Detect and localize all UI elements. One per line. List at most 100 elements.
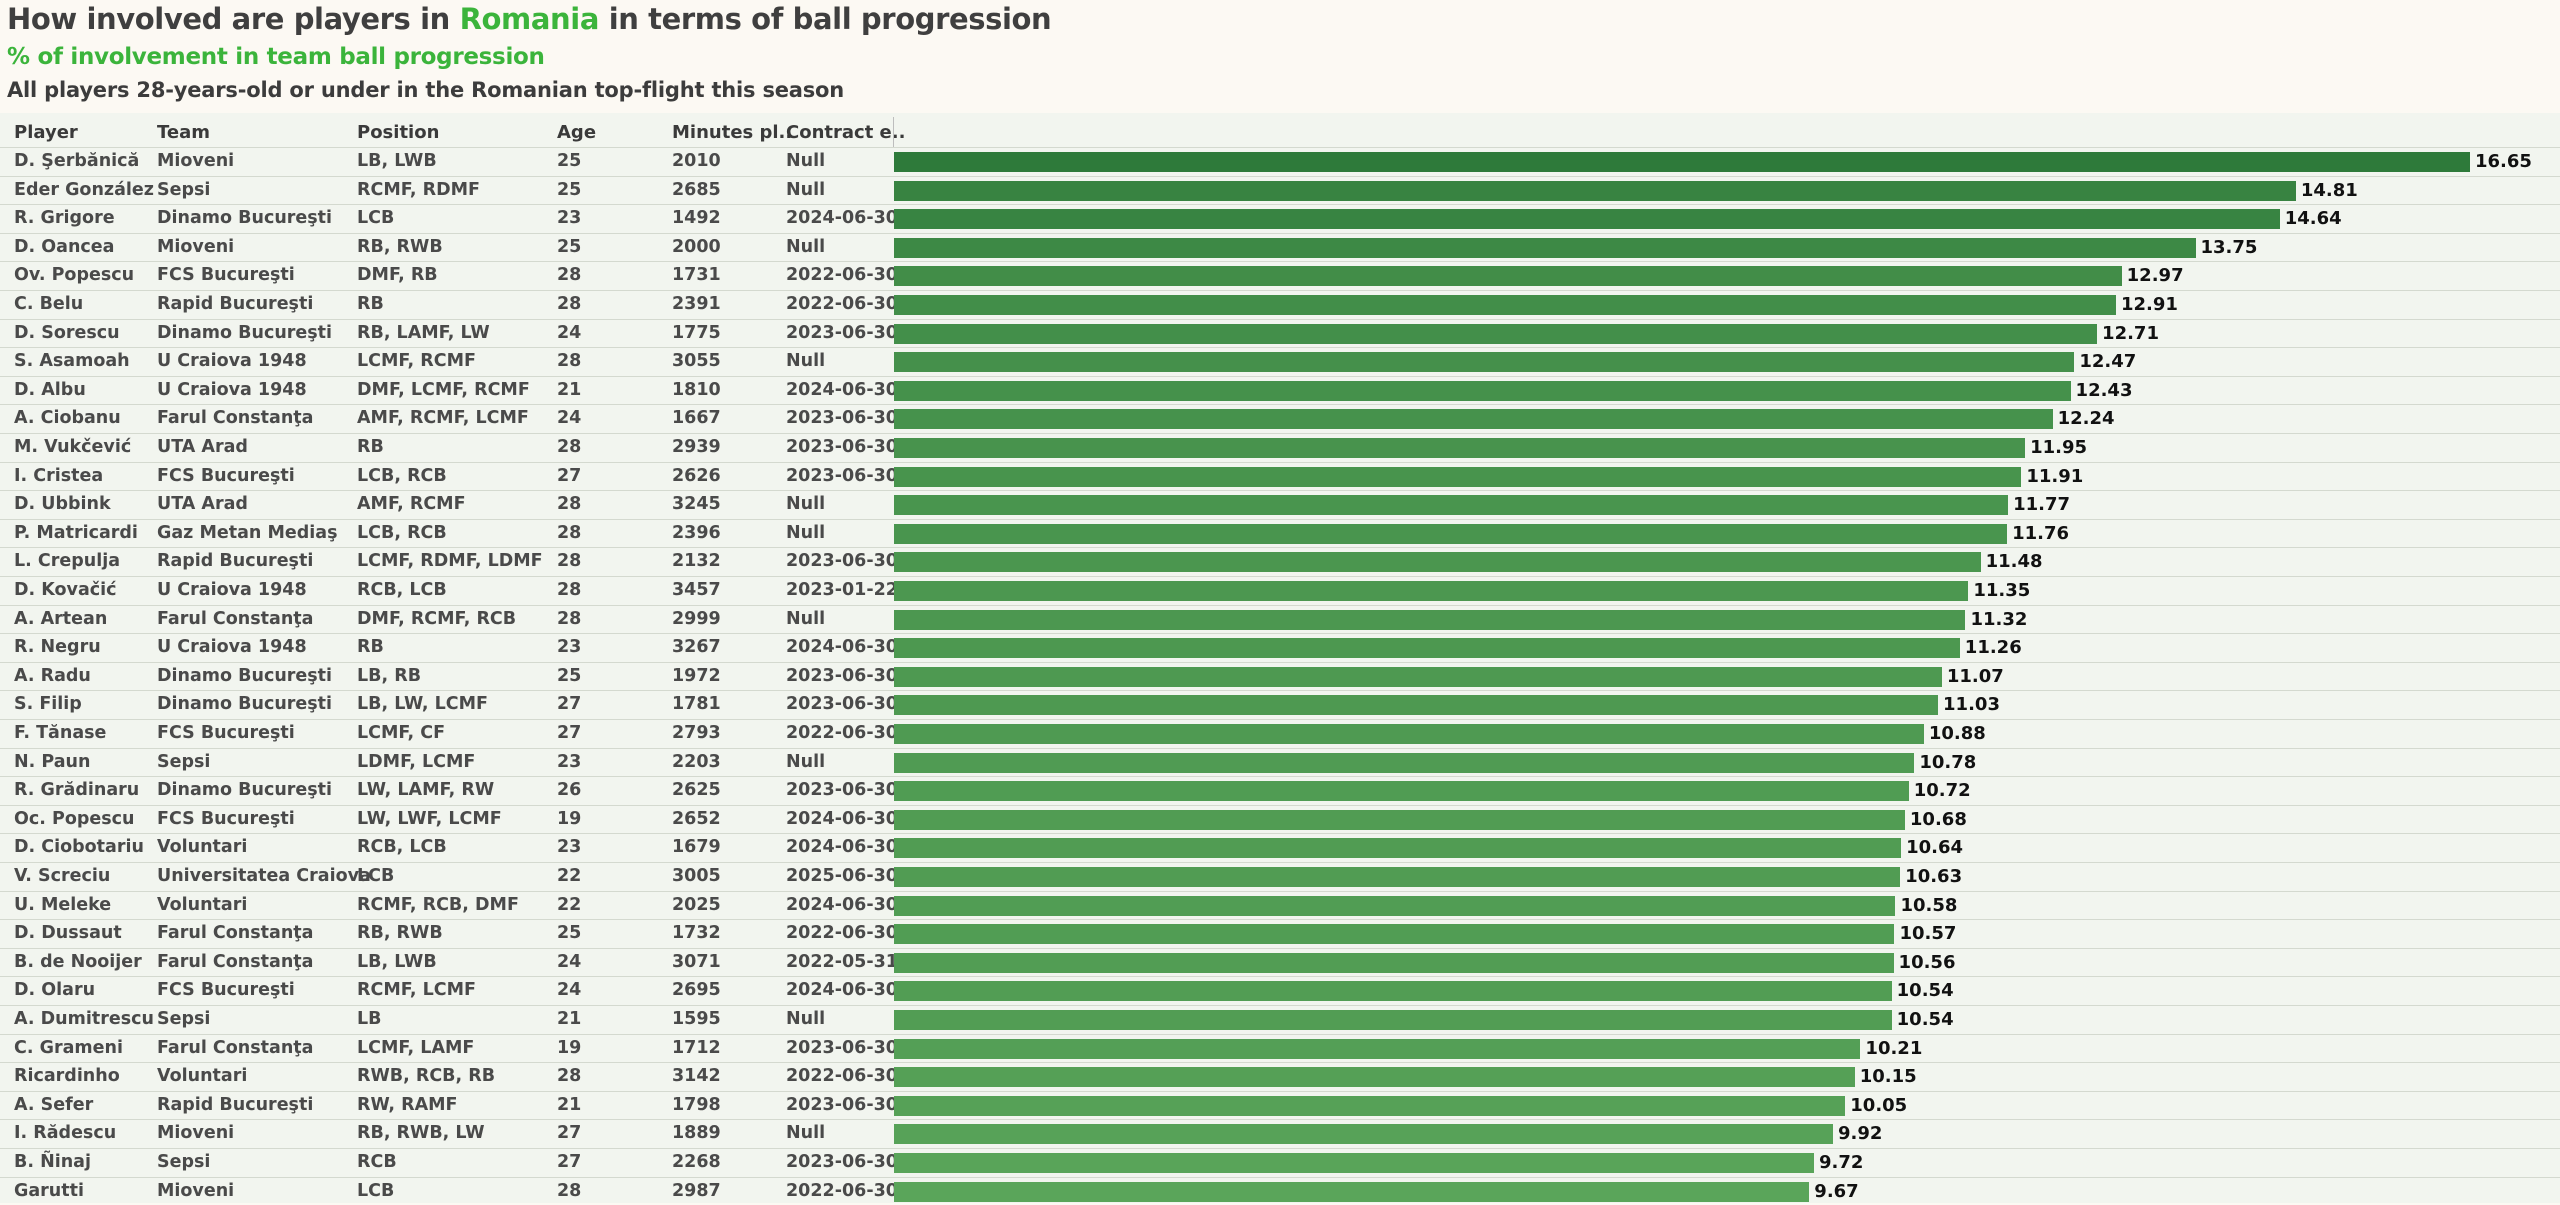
bar[interactable] (894, 924, 1895, 945)
table-row[interactable]: A. Sefer Rapid Bucureşti RW, RAMF 21 1798 202… (0, 1090, 2560, 1120)
column-header-team[interactable]: Team (157, 122, 210, 143)
cell-position: RCB, LCB (357, 837, 447, 858)
bar[interactable] (894, 180, 2296, 201)
table-row[interactable]: I. Rădescu Mioveni RB, RWB, LW 27 1889 Null 9.… (0, 1119, 2560, 1148)
column-header-age[interactable]: Age (557, 122, 597, 143)
column-header-minutes[interactable]: Minutes pl.. (672, 122, 793, 143)
cell-team: Farul Constanţa (157, 608, 314, 629)
table-row[interactable]: R. Grigore Dinamo Bucureşti LCB 23 1492 2024-… (0, 204, 2560, 233)
cell-player: A. Radu (14, 665, 91, 686)
bar[interactable] (894, 438, 2026, 458)
bar[interactable] (894, 152, 2470, 172)
bar[interactable] (894, 1181, 1810, 1202)
table-row[interactable]: D. Olaru FCS Bucureşti RCMF, LCMF 24 2695 202… (0, 976, 2560, 1005)
bar[interactable] (894, 209, 2280, 230)
table-row[interactable]: D. Dussaut Farul Constanţa RB, RWB 25 1732 20… (0, 919, 2560, 948)
bar[interactable] (894, 867, 1901, 887)
bar[interactable] (894, 838, 1902, 859)
bar[interactable] (894, 1010, 1892, 1030)
table-row[interactable]: S. Filip Dinamo Bucureşti LB, LW, LCMF 27 17… (0, 690, 2560, 719)
bar[interactable] (894, 809, 1905, 830)
table-row[interactable]: I. Cristea FCS Bucureşti LCB, RCB 27 2626 202… (0, 461, 2560, 491)
cell-age: 28 (557, 351, 582, 372)
cell-team: Sepsi (157, 1152, 211, 1172)
cell-position: AMF, RCMF (357, 494, 466, 515)
table-row[interactable]: Eder González Sepsi RCMF, RDMF 25 2685 Null 14… (0, 175, 2560, 205)
table-row[interactable]: Ov. Popescu FCS Bucureşti DMF, RB 28 1731 202… (0, 261, 2560, 290)
cell-minutes: 2999 (672, 608, 721, 629)
bar[interactable] (894, 581, 1969, 601)
bar[interactable] (894, 495, 2009, 516)
cell-age: 28 (557, 265, 582, 286)
column-header-contract[interactable]: Contract e.. (786, 122, 906, 143)
bar[interactable] (894, 1124, 1833, 1145)
cell-minutes: 1732 (672, 923, 721, 944)
bar[interactable] (894, 609, 1966, 630)
cell-position: DMF, RCMF, RCB (357, 608, 517, 629)
table-row[interactable]: B. de Nooijer Farul Constanţa LB, LWB 24 307… (0, 947, 2560, 977)
bar[interactable] (894, 237, 2196, 258)
cell-contract: Null (786, 236, 826, 257)
table-row[interactable]: Garutti Mioveni LCB 28 2987 2022-06-30 9.67 (0, 1176, 2560, 1205)
table-row[interactable]: B. Ñinaj Sepsi RCB 27 2268 2023-06-30 9.72 (0, 1148, 2560, 1177)
bar[interactable] (894, 409, 2053, 430)
cell-player: F. Tănase (14, 723, 107, 743)
table-row[interactable]: D. Oancea Mioveni RB, RWB 25 2000 Null 13.75 (0, 232, 2560, 262)
table-row[interactable]: F. Tănase FCS Bucureşti LCMF, CF 27 2793 2022… (0, 719, 2560, 748)
bar[interactable] (894, 895, 1896, 916)
table-row[interactable]: M. Vukčević UTA Arad RB 28 2939 2023-06-30 11.… (0, 433, 2560, 462)
table-row[interactable]: D. Sorescu Dinamo Bucureşti RB, LAMF, LW 24… (0, 318, 2560, 348)
bar[interactable] (894, 523, 2008, 544)
bar-value-label: 14.81 (2300, 179, 2358, 201)
cell-position: RB (357, 637, 384, 658)
column-header-position[interactable]: Position (357, 122, 440, 143)
table-row[interactable]: D. Ubbink UTA Arad AMF, RCMF 28 3245 Null 11.7… (0, 490, 2560, 519)
cell-player: U. Meleke (14, 894, 112, 915)
bar[interactable] (894, 695, 1939, 716)
cell-age: 22 (557, 866, 582, 886)
table-row[interactable]: D. Kovačić U Craiova 1948 RCB, LCB 28 3457 20… (0, 576, 2560, 605)
table-row[interactable]: D. Ciobotariu Voluntari RCB, LCB 23 1679 2024… (0, 833, 2560, 862)
table-row[interactable]: U. Meleke Voluntari RCMF, RCB, DMF 22 2025 20… (0, 890, 2560, 920)
cell-contract: Null (786, 494, 826, 515)
bar[interactable] (894, 1067, 1855, 1088)
table-row[interactable]: A. Radu Dinamo Bucureşti LB, RB 25 1972 2023-… (0, 661, 2560, 691)
cell-position: RW, RAMF (357, 1094, 458, 1115)
bar[interactable] (894, 323, 2098, 344)
bar[interactable] (894, 981, 1892, 1002)
table-row[interactable]: C. Belu Rapid Bucureşti RB 28 2391 2022-06-30… (0, 290, 2560, 319)
table-row[interactable]: D. Albu U Craiova 1948 DMF, LCMF, RCMF 21 18… (0, 375, 2560, 405)
bar[interactable] (894, 781, 1909, 802)
chart-description: All players 28-years-old or under in the… (7, 78, 845, 102)
bar[interactable] (894, 380, 2071, 401)
bar[interactable] (894, 638, 1960, 659)
bar[interactable] (894, 952, 1894, 973)
table-row[interactable]: L. Crepulja Rapid Bucureşti LCMF, RDMF, LD… (0, 547, 2560, 576)
bar[interactable] (894, 724, 1924, 744)
bar[interactable] (894, 1095, 1846, 1116)
table-row[interactable]: R. Grădinaru Dinamo Bucureşti LW, LAMF, RW… (0, 776, 2560, 805)
bar[interactable] (894, 666, 1942, 687)
bar[interactable] (894, 266, 2122, 287)
cell-player: R. Grigore (14, 208, 115, 229)
table-row[interactable]: D. Şerbănică Mioveni LB, LWB 25 2010 Null 16.6… (0, 147, 2560, 176)
table-row[interactable]: N. Paun Sepsi LDMF, LCMF 23 2203 Null 10.78 (0, 747, 2560, 777)
bar[interactable] (894, 1153, 1815, 1173)
table-row[interactable]: C. Grameni Farul Constanţa LCMF, LAMF 19 171… (0, 1033, 2560, 1063)
table-row[interactable]: A. Dumitrescu Sepsi LB 21 1595 Null 10.54 (0, 1005, 2560, 1034)
bar[interactable] (894, 752, 1915, 773)
table-row[interactable]: P. Matricardi Gaz Metan Mediaş LCB, RCB 28 2… (0, 518, 2560, 548)
bar[interactable] (894, 352, 2075, 373)
column-header-player[interactable]: Player (14, 122, 78, 143)
table-row[interactable]: A. Ciobanu Farul Constanţa AMF, RCMF, LCMF… (0, 404, 2560, 433)
table-row[interactable]: Oc. Popescu FCS Bucureşti LW, LWF, LCMF 19 2… (0, 804, 2560, 834)
table-row[interactable]: Ricardinho Voluntari RWB, RCB, RB 28 3142 202… (0, 1062, 2560, 1091)
table-row[interactable]: A. Artean Farul Constanţa DMF, RCMF, RCB 28… (0, 604, 2560, 634)
bar[interactable] (894, 466, 2022, 487)
bar[interactable] (894, 552, 1981, 573)
table-row[interactable]: R. Negru U Craiova 1948 RB 23 3267 2024-06-30… (0, 633, 2560, 662)
table-row[interactable]: S. Asamoah U Craiova 1948 LCMF, RCMF 28 3055… (0, 347, 2560, 376)
bar[interactable] (894, 295, 2116, 315)
table-row[interactable]: V. Screciu Universitatea Craiova LCB 22 3005… (0, 862, 2560, 891)
bar[interactable] (894, 1038, 1861, 1059)
